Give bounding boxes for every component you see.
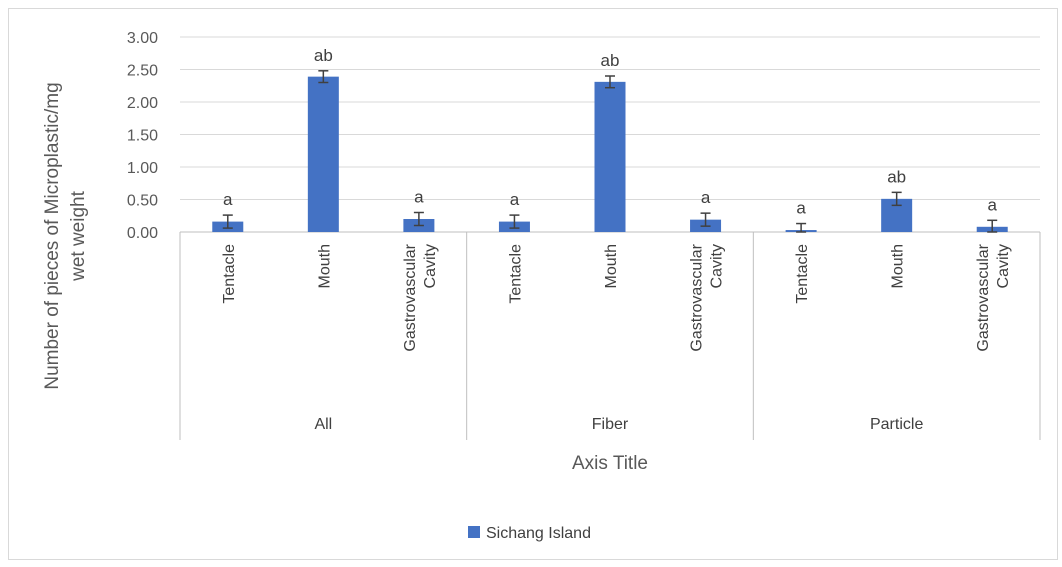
chart-frame <box>8 8 1058 560</box>
category-label: Mouth <box>890 244 907 288</box>
data-label: a <box>796 199 806 218</box>
x-axis-title: Axis Title <box>572 453 648 474</box>
data-label: a <box>414 188 424 207</box>
category-label-line: Gastrovascular <box>402 243 419 351</box>
data-label: a <box>510 190 520 209</box>
category-label: Gastrovascular Cavity <box>975 243 1012 351</box>
group-label: All <box>314 416 332 433</box>
category-label-line: Cavity <box>995 244 1012 288</box>
y-tick-label: 1.50 <box>127 128 158 145</box>
legend-swatch <box>468 526 480 538</box>
data-label: a <box>987 195 997 214</box>
category-label-line: Tentacle <box>221 244 238 304</box>
category-label-line: Mouth <box>316 244 333 288</box>
category-label-line: Mouth <box>603 244 620 288</box>
bar <box>594 81 626 232</box>
y-axis-title-line: wet weight <box>68 190 89 281</box>
data-label: a <box>223 190 233 209</box>
data-label: ab <box>601 51 620 70</box>
category-label-line: Cavity <box>709 244 726 288</box>
data-label: ab <box>314 46 333 65</box>
y-axis-title: Number of pieces of Microplastic/mg wet w… <box>42 82 89 389</box>
y-tick-label: 2.00 <box>127 95 158 112</box>
category-label-line: Tentacle <box>794 244 811 304</box>
y-tick-label: 3.00 <box>127 30 158 47</box>
y-tick-label: 0.50 <box>127 193 158 210</box>
legend-label: Sichang Island <box>486 525 591 542</box>
category-label-line: Gastrovascular <box>689 243 706 351</box>
category-label: Gastrovascular Cavity <box>402 243 439 351</box>
data-label: a <box>701 188 711 207</box>
data-label: ab <box>887 167 906 186</box>
y-tick-label: 0.00 <box>127 225 158 242</box>
category-label: Gastrovascular Cavity <box>689 243 726 351</box>
category-label: Mouth <box>316 244 333 288</box>
category-label-line: Gastrovascular <box>975 243 992 351</box>
group-label: Particle <box>870 416 923 433</box>
bar <box>307 76 339 233</box>
category-label-line: Cavity <box>422 244 439 288</box>
category-label: Tentacle <box>507 244 524 304</box>
y-tick-label: 2.50 <box>127 63 158 80</box>
category-label-line: Mouth <box>890 244 907 288</box>
y-tick-label: 1.00 <box>127 160 158 177</box>
y-axis-title-line: Number of pieces of Microplastic/mg <box>42 82 63 389</box>
category-label: Mouth <box>603 244 620 288</box>
category-label: Tentacle <box>794 244 811 304</box>
category-label: Tentacle <box>221 244 238 304</box>
category-label-line: Tentacle <box>507 244 524 304</box>
group-label: Fiber <box>592 416 629 433</box>
